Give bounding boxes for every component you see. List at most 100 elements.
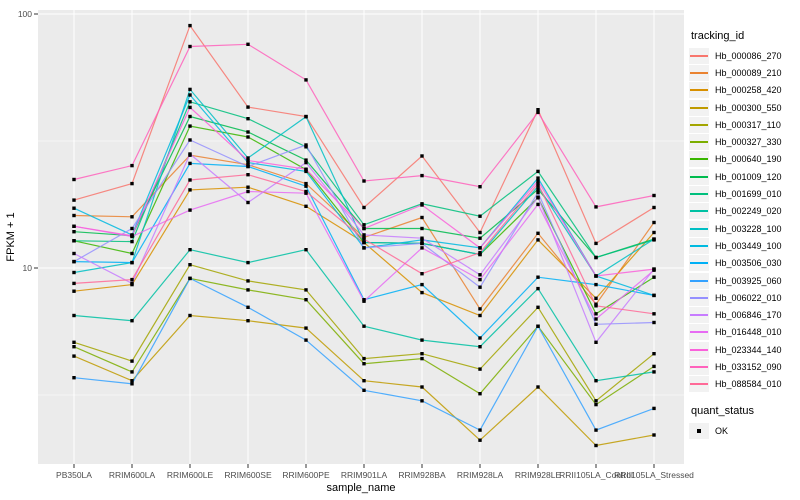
legend-line-swatch <box>690 244 708 247</box>
legend-key <box>689 151 709 168</box>
legend-entry-Hb_006022_010: Hb_006022_010 <box>689 289 797 306</box>
data-point <box>72 313 76 318</box>
y-axis-title: FPKM + 1 <box>5 212 17 261</box>
legend-line-swatch <box>690 193 708 196</box>
data-point <box>594 205 598 209</box>
data-point <box>594 312 598 316</box>
legend-label: Hb_003228_100 <box>715 223 782 234</box>
data-point <box>304 160 308 165</box>
data-point <box>362 246 366 250</box>
legend-entry-Hb_016448_010: Hb_016448_010 <box>689 324 797 341</box>
data-point <box>246 156 250 160</box>
data-point <box>594 428 598 432</box>
data-point <box>72 270 76 275</box>
legend-entry-Hb_000086_270: Hb_000086_270 <box>689 47 797 64</box>
legend-entry-Hb_006846_170: Hb_006846_170 <box>689 306 797 324</box>
data-point <box>130 260 134 265</box>
legend-label: Hb_001009_120 <box>715 171 782 182</box>
legend-key <box>689 358 709 375</box>
data-point <box>246 164 250 169</box>
data-point <box>420 215 424 220</box>
data-point <box>536 108 540 112</box>
data-point <box>478 428 482 432</box>
legend-key <box>689 116 709 133</box>
legend-key <box>689 186 709 203</box>
data-point <box>130 379 134 383</box>
data-point <box>478 185 482 189</box>
data-point <box>72 340 76 344</box>
legend-quant-status-block: quant_status OK <box>689 405 797 439</box>
legend-label: Hb_016448_010 <box>715 327 782 338</box>
x-tick-label: RRII105LA_Stressed <box>614 470 694 480</box>
data-point <box>478 277 482 282</box>
data-point <box>536 110 540 115</box>
data-point <box>188 87 192 92</box>
data-point <box>652 433 656 437</box>
legend-label: Hb_033152_090 <box>715 361 782 372</box>
x-tick-label: PB350LA <box>56 470 92 480</box>
data-point <box>478 367 482 371</box>
legend-line-swatch <box>690 71 708 74</box>
data-point <box>72 289 76 293</box>
legend-key <box>689 203 709 220</box>
legend-key <box>689 134 709 151</box>
data-point <box>536 179 540 183</box>
data-point <box>130 234 134 238</box>
data-point <box>536 275 540 279</box>
legend-line-swatch <box>690 262 708 265</box>
data-point <box>304 189 308 194</box>
legend-line-swatch <box>690 141 708 144</box>
data-point <box>594 399 598 403</box>
data-point <box>536 176 540 180</box>
data-point <box>652 320 656 325</box>
axis-ticks <box>34 13 655 468</box>
legend-entry-Hb_000089_210: Hb_000089_210 <box>689 64 797 81</box>
data-point <box>72 177 76 182</box>
legend-line-swatch <box>690 227 708 230</box>
data-point <box>594 402 598 407</box>
data-point <box>420 356 424 361</box>
data-point <box>304 169 308 174</box>
data-point <box>130 251 134 256</box>
legend-entry-Hb_002249_020: Hb_002249_020 <box>689 203 797 220</box>
data-point <box>246 260 250 265</box>
data-point <box>246 189 250 194</box>
legend-label: Hb_001699_010 <box>715 189 782 200</box>
legend-key <box>689 255 709 272</box>
data-point <box>478 345 482 349</box>
data-point <box>188 313 192 318</box>
data-point <box>130 226 134 231</box>
legend-label: Hb_003449_100 <box>715 240 782 251</box>
legend-line-swatch <box>690 123 708 126</box>
data-point <box>652 275 656 279</box>
data-point <box>72 213 76 218</box>
legend-entry-Hb_000640_190: Hb_000640_190 <box>689 151 797 168</box>
data-point <box>536 202 540 207</box>
legend-title-tracking-id: tracking_id <box>691 30 745 42</box>
data-point <box>246 279 250 283</box>
data-point <box>594 340 598 344</box>
legend-key-ok <box>689 422 709 439</box>
data-point <box>536 231 540 235</box>
data-point <box>72 345 76 349</box>
data-point <box>246 42 250 46</box>
data-point <box>478 252 482 257</box>
data-point <box>536 286 540 291</box>
x-tick-label: RRIM901LA <box>341 470 388 480</box>
data-point <box>594 379 598 383</box>
data-point <box>652 230 656 235</box>
data-point <box>304 181 308 186</box>
data-point <box>130 370 134 374</box>
data-point <box>652 352 656 356</box>
legend-key <box>689 47 709 64</box>
data-point <box>188 93 192 97</box>
data-point <box>304 338 308 342</box>
data-point <box>188 105 192 110</box>
x-tick-label: RRIM600SE <box>224 470 272 480</box>
data-point <box>478 313 482 318</box>
legend-key <box>689 324 709 341</box>
legend-label: Hb_000086_270 <box>715 50 782 61</box>
data-point <box>246 305 250 309</box>
data-point <box>188 276 192 281</box>
